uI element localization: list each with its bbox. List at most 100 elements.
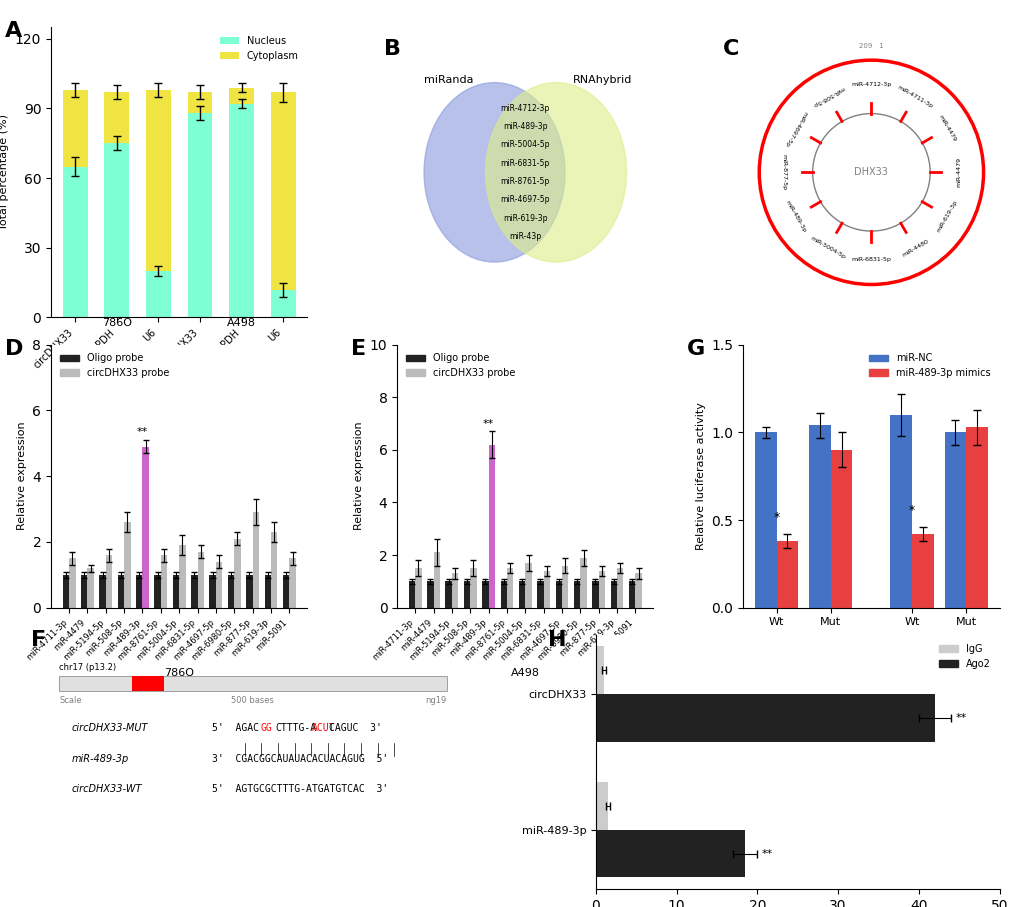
X-axis label: A498: A498	[511, 668, 539, 678]
Text: miR-4480: miR-4480	[900, 239, 928, 258]
Bar	[146, 90, 171, 271]
Text: miR-619-3p: miR-619-3p	[502, 214, 547, 222]
FancyBboxPatch shape	[59, 676, 446, 691]
Text: **: **	[954, 713, 965, 723]
Bar	[227, 575, 234, 608]
Bar	[209, 575, 216, 608]
Bar	[106, 555, 112, 608]
Legend: Oligo probe, circDHX33 probe: Oligo probe, circDHX33 probe	[401, 349, 519, 382]
Text: miR-4712-3p: miR-4712-3p	[500, 103, 549, 112]
Bar	[216, 561, 222, 608]
Text: G: G	[686, 339, 704, 359]
Text: A: A	[5, 22, 22, 42]
Legend: IgG, Ago2: IgG, Ago2	[934, 639, 994, 672]
Text: circDHX33-MUT: circDHX33-MUT	[71, 724, 148, 734]
Bar	[595, 782, 607, 830]
Bar	[264, 575, 271, 608]
Text: miR-4697-5p: miR-4697-5p	[500, 195, 549, 204]
Bar	[944, 433, 965, 608]
Bar	[88, 568, 94, 608]
Bar	[610, 581, 616, 608]
Bar	[187, 93, 212, 113]
Bar	[754, 433, 775, 608]
Bar	[470, 568, 476, 608]
Text: C: C	[722, 39, 739, 59]
Bar	[415, 568, 421, 608]
Y-axis label: Total percentage (%): Total percentage (%)	[0, 114, 9, 230]
Bar	[104, 93, 129, 143]
Text: miR-5004-5p: miR-5004-5p	[500, 141, 549, 150]
Text: Scale: Scale	[59, 697, 82, 706]
Bar	[464, 581, 470, 608]
Bar	[445, 581, 451, 608]
Text: DHX33: DHX33	[854, 167, 888, 178]
Text: A498: A498	[227, 318, 256, 328]
Bar	[965, 427, 987, 608]
Text: 786O: 786O	[79, 416, 109, 426]
Bar	[911, 534, 932, 608]
Bar	[271, 532, 277, 608]
Bar	[506, 568, 513, 608]
Bar	[62, 575, 69, 608]
Bar	[81, 575, 88, 608]
Bar	[136, 575, 143, 608]
Bar	[595, 830, 745, 877]
Text: **: **	[761, 849, 772, 859]
Bar	[289, 559, 296, 608]
Bar	[427, 581, 433, 608]
Text: ACUT: ACUT	[311, 724, 334, 734]
Text: 209   1: 209 1	[858, 44, 882, 49]
Bar	[592, 581, 598, 608]
Bar	[282, 575, 289, 608]
Text: 786-O: 786-O	[790, 697, 823, 707]
Bar	[117, 575, 124, 608]
Text: 3'  CGACGGCAUAUACACUACAGUG  5': 3' CGACGGCAUAUACACUACAGUG 5'	[212, 754, 388, 764]
Text: 5'  AGAC: 5' AGAC	[212, 724, 259, 734]
Bar	[595, 694, 934, 742]
Bar	[234, 539, 240, 608]
Text: 500 bases: 500 bases	[231, 697, 274, 706]
Bar	[629, 581, 635, 608]
Bar	[890, 414, 911, 608]
Legend: miR-NC, miR-489-3p mimics: miR-NC, miR-489-3p mimics	[864, 349, 994, 382]
Text: miR-43p: miR-43p	[508, 232, 541, 241]
Ellipse shape	[424, 83, 565, 262]
Text: miR-6831-5p: miR-6831-5p	[500, 159, 549, 168]
Y-axis label: Relative expression: Relative expression	[354, 422, 364, 531]
Bar	[229, 103, 254, 317]
Text: miRanda: miRanda	[423, 74, 473, 84]
Text: miR-4711-3p: miR-4711-3p	[896, 84, 933, 109]
FancyBboxPatch shape	[131, 676, 164, 691]
Bar	[270, 93, 296, 289]
Text: miR-4697-5p: miR-4697-5p	[783, 110, 807, 147]
Bar	[179, 545, 185, 608]
Bar	[635, 573, 641, 608]
Bar	[154, 575, 161, 608]
Bar	[580, 558, 586, 608]
Bar	[270, 289, 296, 317]
Bar	[433, 552, 439, 608]
Bar	[537, 581, 543, 608]
Text: RNAhybrid: RNAhybrid	[572, 74, 632, 84]
Text: GG: GG	[261, 724, 272, 734]
Bar	[161, 555, 167, 608]
Text: *: *	[908, 503, 914, 516]
Text: miR-489-3p: miR-489-3p	[71, 754, 128, 764]
Bar	[104, 143, 129, 317]
Bar	[574, 581, 580, 608]
Bar	[99, 575, 106, 608]
Bar	[500, 581, 506, 608]
Bar	[598, 571, 604, 608]
Bar	[62, 90, 88, 167]
Bar	[172, 575, 179, 608]
Bar	[229, 88, 254, 103]
Bar	[525, 563, 531, 608]
Bar	[246, 575, 253, 608]
Ellipse shape	[485, 83, 626, 262]
Text: miR-877-5p: miR-877-5p	[781, 154, 786, 190]
Text: 786-O: 786-O	[854, 689, 888, 699]
Text: miR-489-3p: miR-489-3p	[502, 122, 547, 131]
Bar	[488, 444, 494, 608]
Bar	[808, 425, 829, 608]
Bar	[482, 581, 488, 608]
